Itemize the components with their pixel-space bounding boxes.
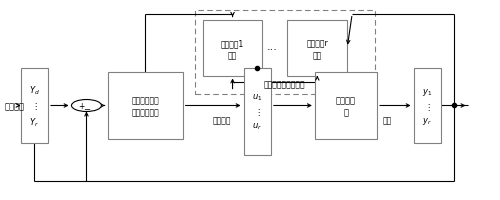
Bar	[202, 21, 262, 76]
Bar	[414, 68, 441, 144]
Text: 子空间模型同
步跟踪控制器: 子空间模型同 步跟踪控制器	[132, 96, 159, 117]
Text: −: −	[83, 104, 90, 113]
Text: $Y_d$
$\vdots$
$Y_r$: $Y_d$ $\vdots$ $Y_r$	[29, 84, 40, 128]
Bar	[195, 11, 374, 94]
Bar	[108, 72, 182, 140]
Text: 动力单元r
模型: 动力单元r 模型	[306, 39, 328, 60]
Text: $u_1$
$\vdots$
$u_r$: $u_1$ $\vdots$ $u_r$	[252, 92, 262, 132]
Text: 高速动车
组: 高速动车 组	[336, 96, 355, 117]
Text: $y_1$
$\vdots$
$y_r$: $y_1$ $\vdots$ $y_r$	[422, 86, 432, 127]
Bar	[244, 68, 271, 156]
Text: 给定轨迹: 给定轨迹	[4, 101, 24, 110]
Bar	[288, 21, 347, 76]
Text: 控制输入: 控制输入	[212, 115, 231, 124]
Text: 动力单刃1
模型: 动力单刃1 模型	[221, 39, 244, 60]
Text: 分布式状态空间模型: 分布式状态空间模型	[264, 80, 306, 89]
Bar	[20, 68, 48, 144]
Text: +: +	[78, 101, 84, 110]
Circle shape	[72, 100, 102, 112]
Text: 输出: 输出	[382, 115, 392, 124]
Text: ···: ···	[267, 44, 278, 54]
Bar	[315, 72, 377, 140]
